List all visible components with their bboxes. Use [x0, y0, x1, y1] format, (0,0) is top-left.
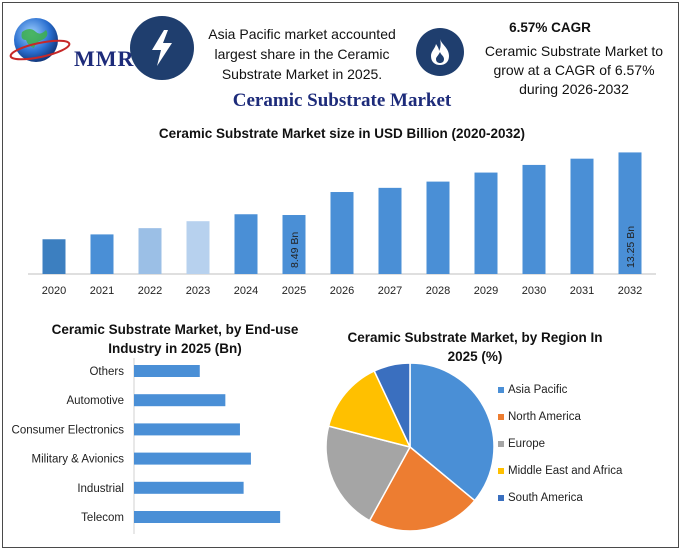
- legend-label: Middle East and Africa: [508, 465, 623, 477]
- bar-2026: [330, 192, 354, 274]
- bar-industrial: [134, 481, 244, 494]
- x-tick-label: 2022: [138, 285, 162, 297]
- infographic-frame: [2, 2, 679, 548]
- category-label: Industrial: [77, 483, 124, 495]
- x-tick-label: 2025: [282, 285, 306, 297]
- market-size-bar-chart: 2020 2021 2022 2023 2024 2025 8.49 Bn 2026 2027 2…: [28, 152, 656, 297]
- globe-icon: [9, 18, 71, 62]
- slice-middle-east-and-africa: [327, 369, 412, 449]
- bar-2024: [234, 214, 258, 274]
- bar-automotive: [134, 394, 226, 407]
- bar-2022: [138, 228, 162, 274]
- x-tick-label: 2020: [42, 285, 66, 297]
- bar-2027: [378, 187, 402, 274]
- bar-2023: [186, 221, 210, 274]
- flame-icon: [416, 28, 464, 76]
- x-tick-label: 2032: [618, 285, 642, 297]
- category-label: Automotive: [66, 395, 124, 407]
- category-label: Telecom: [81, 512, 124, 524]
- legend-swatch: [498, 441, 504, 447]
- x-tick-label: 2028: [426, 285, 450, 297]
- bar-2020: [42, 239, 66, 274]
- bar-others: [134, 365, 200, 377]
- x-tick-label: 2023: [186, 285, 210, 297]
- x-tick-label: 2027: [378, 285, 402, 297]
- category-label: Others: [89, 366, 124, 378]
- slice-south-america: [373, 362, 411, 448]
- x-tick-label: 2031: [570, 285, 594, 297]
- slice-north-america: [368, 445, 476, 532]
- legend-label: South America: [508, 492, 583, 504]
- asia-pacific-note: Asia Pacific market accounted largest sh…: [208, 26, 396, 82]
- legend-swatch: [498, 495, 504, 501]
- cagr-title: 6.57% CAGR: [509, 20, 591, 35]
- x-tick-label: 2030: [522, 285, 546, 297]
- legend-label: Europe: [508, 438, 545, 450]
- bar-2025: [282, 215, 306, 274]
- bar-2028: [426, 181, 450, 274]
- region-pie-chart: Asia Pacific North America Europe Middle Ea…: [325, 362, 623, 532]
- x-tick-label: 2024: [234, 285, 258, 297]
- lightning-icon: [130, 16, 194, 80]
- legend-swatch: [498, 387, 504, 393]
- logo-text: MMR: [74, 46, 135, 71]
- bar-2032: [618, 152, 642, 274]
- data-label: 8.49 Bn: [289, 232, 301, 268]
- mmr-logo: MMR: [8, 10, 133, 71]
- data-label: 13.25 Bn: [625, 226, 637, 268]
- bar-consumer-electronics: [134, 423, 240, 436]
- bar-telecom: [134, 511, 281, 523]
- legend-swatch: [498, 414, 504, 420]
- legend-label: North America: [508, 411, 581, 423]
- bar-military-avionics: [134, 452, 251, 465]
- legend-label: Asia Pacific: [508, 384, 568, 396]
- x-tick-label: 2029: [474, 285, 498, 297]
- slice-asia-pacific: [409, 362, 495, 502]
- legend-swatch: [498, 468, 504, 474]
- bar-2029: [474, 172, 498, 274]
- end-use-bar-chart: Others Automotive Consumer Electronics Mili…: [12, 358, 281, 534]
- cagr-note: Ceramic Substrate Market to grow at a CA…: [484, 43, 664, 97]
- region-chart-title: Ceramic Substrate Market, by Region In 2…: [347, 330, 603, 364]
- end-use-chart-title: Ceramic Substrate Market, by End-use Ind…: [51, 322, 299, 356]
- market-size-chart-title: Ceramic Substrate Market size in USD Bil…: [158, 126, 526, 141]
- bar-2030: [522, 164, 546, 274]
- slice-europe: [325, 425, 412, 522]
- bar-2031: [570, 158, 594, 274]
- x-tick-label: 2021: [90, 285, 114, 297]
- category-label: Military & Avionics: [32, 454, 125, 466]
- bar-2021: [90, 234, 114, 274]
- page-title: Ceramic Substrate Market: [232, 90, 452, 111]
- category-label: Consumer Electronics: [12, 424, 125, 436]
- x-tick-label: 2026: [330, 285, 354, 297]
